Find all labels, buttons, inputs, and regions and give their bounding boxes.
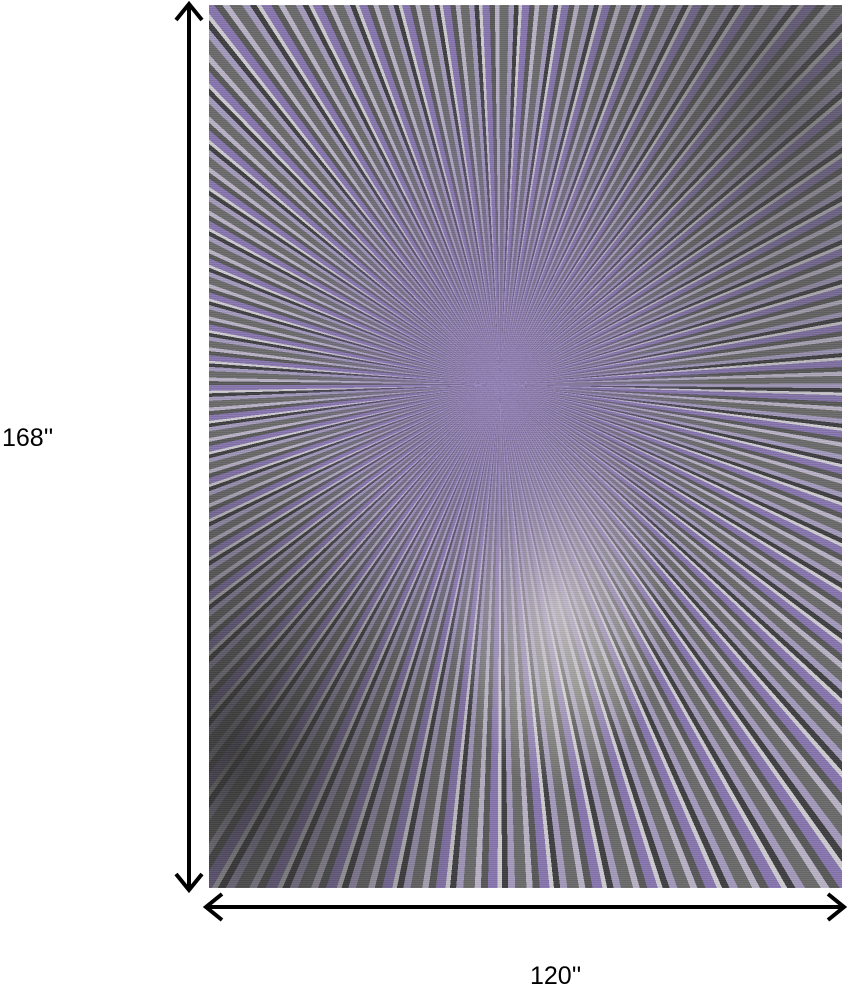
height-dimension-line — [187, 6, 191, 888]
height-label: 168'' — [2, 424, 54, 452]
arrow-up-icon — [174, 0, 204, 22]
arrow-right-icon — [826, 892, 848, 922]
width-label: 120'' — [530, 962, 582, 990]
width-dimension-line — [208, 905, 842, 909]
rug-image — [209, 5, 842, 888]
arrow-left-icon — [202, 892, 224, 922]
arrow-down-icon — [174, 872, 204, 894]
